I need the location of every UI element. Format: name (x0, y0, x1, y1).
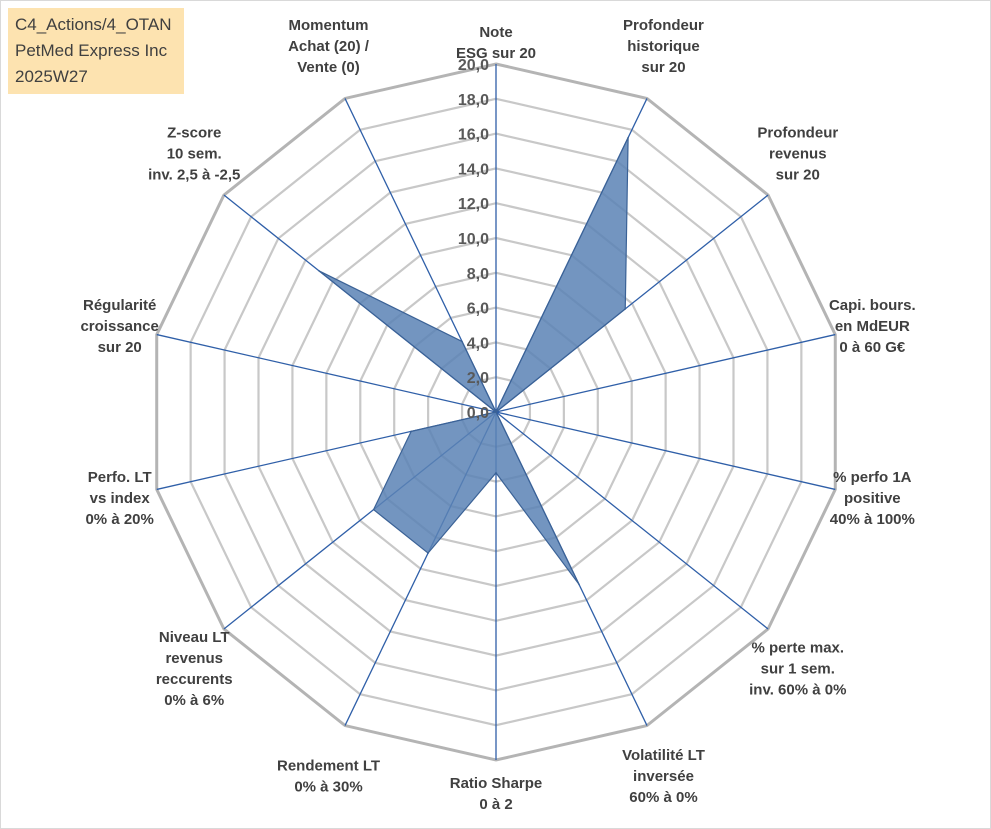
data-point-7 (495, 472, 497, 474)
category-label-12: Z-score 10 sem. inv. 2,5 à -2,5 (148, 124, 240, 183)
data-point-1 (627, 136, 629, 139)
category-label-13: Momentum Achat (20) / Vente (0) (288, 17, 370, 76)
spoke-3 (495, 333, 836, 413)
category-label-line: inversée (633, 768, 694, 785)
category-label-line: reccurents (156, 671, 233, 688)
data-point-12 (318, 270, 320, 272)
category-label-0: Note ESG sur 20 (456, 24, 536, 62)
category-label-line: croissance (80, 318, 158, 335)
tick-label-8: 16,0 (458, 127, 489, 144)
tick-label-2: 4,0 (467, 335, 489, 352)
tick-label-1: 2,0 (467, 370, 489, 387)
category-label-line: Ratio Sharpe (450, 775, 543, 792)
tick-label-4: 8,0 (467, 266, 489, 283)
category-label-line: Rendement LT (277, 757, 380, 774)
category-label-9: Niveau LT revenus reccurents 0% à 6% (156, 629, 233, 709)
tick-label-7: 14,0 (458, 161, 489, 178)
spoke-5 (495, 411, 769, 630)
data-point-11 (495, 411, 497, 413)
category-label-line: 0 à 60 G€ (839, 339, 906, 356)
data-point-10 (410, 430, 412, 433)
category-label-layer: Note ESG sur 20 Profondeur historique sur 20… (80, 17, 915, 813)
category-label-line: sur 1 sem. (761, 661, 835, 678)
category-label-line: sur 20 (641, 59, 685, 76)
tick-label-9: 18,0 (458, 92, 489, 109)
spoke-11 (156, 333, 497, 413)
category-label-2: Profondeur revenus sur 20 (757, 124, 838, 183)
category-label-4: % perfo 1A positive 40% à 100% (830, 469, 915, 528)
category-label-line: revenus (165, 650, 223, 667)
category-label-line: vs index (90, 490, 151, 507)
category-label-line: 0% à 20% (85, 511, 153, 528)
category-label-line: Niveau LT (159, 629, 230, 646)
category-label-line: Profondeur (623, 17, 704, 34)
data-point-13 (461, 340, 463, 343)
tick-label-10: 20,0 (458, 57, 489, 74)
category-label-line: Note (479, 24, 512, 41)
data-point-8 (427, 552, 429, 554)
info-line-week: 2025W27 (15, 67, 88, 86)
category-label-line: sur 20 (98, 339, 142, 356)
category-label-line: Régularité (83, 297, 156, 314)
category-label-line: inv. 2,5 à -2,5 (148, 166, 240, 183)
category-label-1: Profondeur historique sur 20 (623, 17, 704, 76)
category-label-6: Volatilité LT inversée 60% à 0% (622, 747, 705, 806)
tick-label-5: 10,0 (458, 231, 489, 248)
category-label-line: % perte max. (752, 640, 845, 657)
category-label-5: % perte max. sur 1 sem. inv. 60% à 0% (749, 640, 846, 699)
spoke-4 (495, 411, 836, 491)
tick-label-0: 0,0 (467, 405, 489, 422)
data-point-6 (578, 583, 580, 586)
info-line-group: C4_Actions/4_OTAN (15, 15, 172, 34)
category-label-7: Ratio Sharpe 0 à 2 (450, 775, 543, 813)
category-label-line: ESG sur 20 (456, 45, 536, 62)
category-label-line: Vente (0) (297, 59, 360, 76)
category-label-line: Profondeur (757, 124, 838, 141)
category-label-line: 0% à 30% (294, 778, 362, 795)
category-label-line: 0 à 2 (479, 796, 512, 813)
category-label-line: % perfo 1A (833, 469, 912, 486)
info-box: C4_Actions/4_OTAN PetMed Express Inc 202… (8, 8, 184, 94)
category-label-line: 60% à 0% (629, 789, 697, 806)
data-point-2 (624, 308, 627, 310)
category-label-3: Capi. bours. en MdEUR 0 à 60 G€ (829, 297, 916, 356)
info-line-company: PetMed Express Inc (15, 41, 168, 60)
category-label-line: Capi. bours. (829, 297, 916, 314)
tick-label-3: 6,0 (467, 301, 489, 318)
category-label-line: inv. 60% à 0% (749, 682, 846, 699)
category-label-line: sur 20 (776, 166, 820, 183)
tick-layer: 0,0 2,0 4,0 6,0 8,0 10,0 12,0 14,0 16,0 18,0 20,0 (458, 57, 489, 422)
data-point-9 (372, 508, 375, 511)
tick-label-6: 12,0 (458, 196, 489, 213)
category-label-line: en MdEUR (835, 318, 910, 335)
category-label-10: Perfo. LT vs index 0% à 20% (85, 469, 153, 528)
category-label-line: Z-score (167, 124, 221, 141)
category-label-line: Momentum (289, 17, 369, 34)
category-label-line: Achat (20) / (288, 38, 370, 55)
category-label-line: 0% à 6% (164, 692, 224, 709)
category-label-line: Perfo. LT (88, 469, 152, 486)
category-label-line: Volatilité LT (622, 747, 705, 764)
category-label-8: Rendement LT 0% à 30% (277, 757, 380, 795)
category-label-11: Régularité croissance sur 20 (80, 297, 158, 356)
category-label-line: historique (627, 38, 700, 55)
category-label-line: positive (844, 490, 901, 507)
series-layer (318, 136, 629, 586)
category-label-line: 10 sem. (167, 145, 222, 162)
category-label-line: 40% à 100% (830, 511, 915, 528)
category-label-line: revenus (769, 145, 827, 162)
